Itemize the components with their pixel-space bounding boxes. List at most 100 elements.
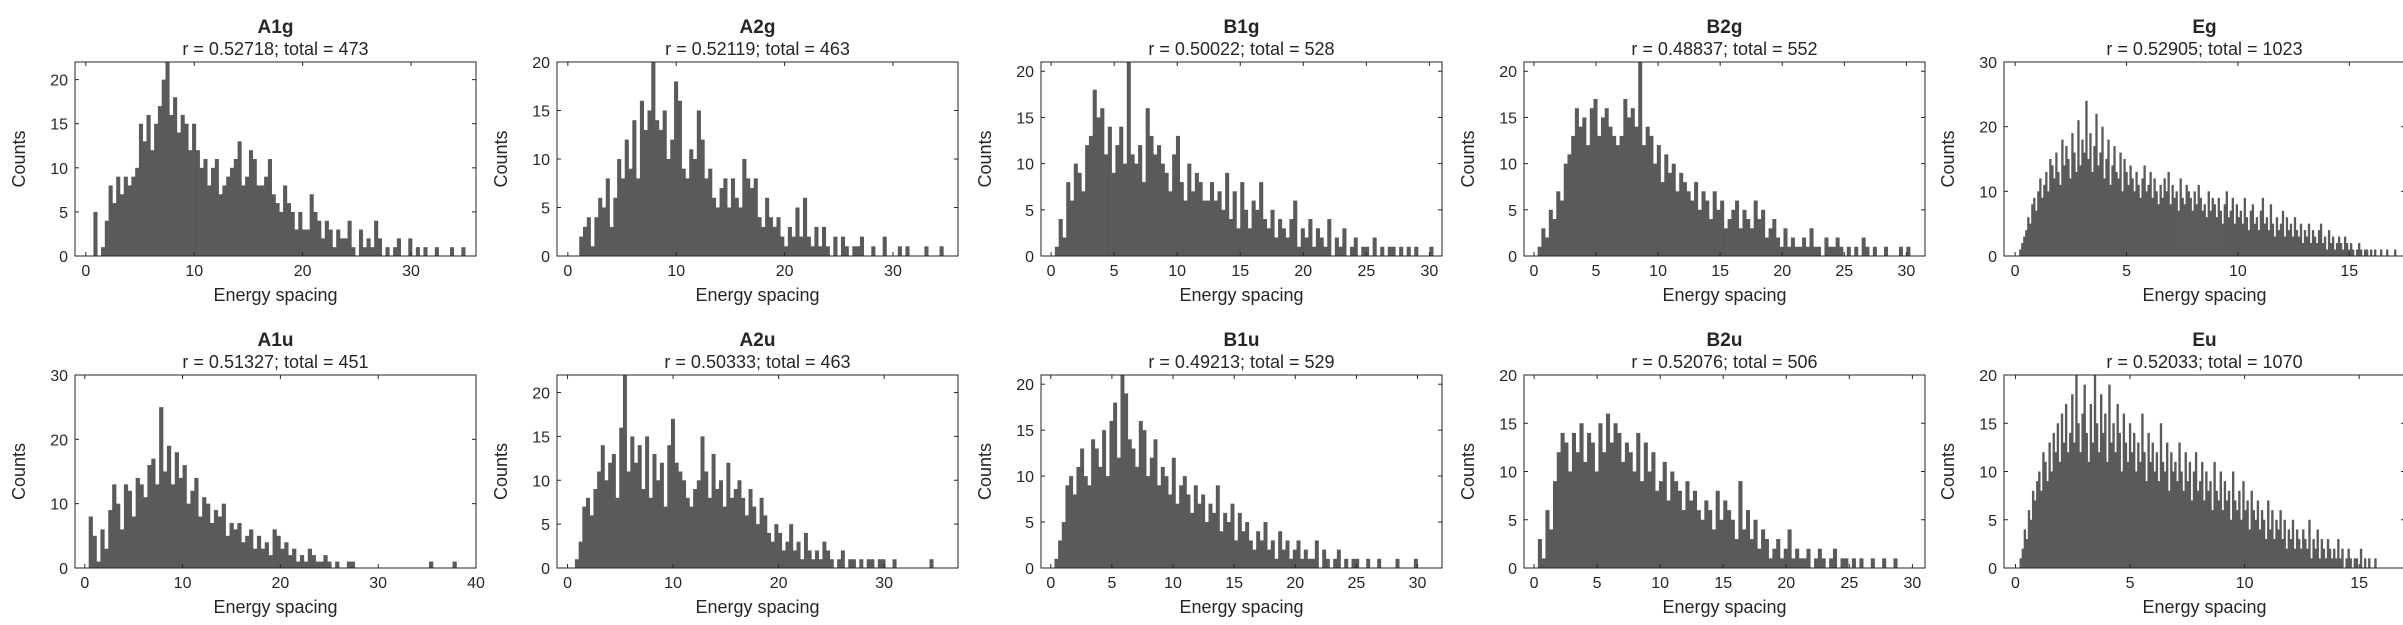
histogram-bar: [1213, 200, 1218, 256]
histogram-bar: [2349, 243, 2353, 256]
x-axis-label: Energy spacing: [1662, 285, 1786, 305]
y-axis-label: Counts: [1458, 130, 1478, 187]
histogram-bar: [292, 548, 297, 568]
histogram-bar: [218, 194, 223, 256]
histogram-bar: [199, 167, 204, 256]
histogram-bar: [1829, 558, 1834, 568]
axes-box: [2003, 61, 2403, 257]
histogram-bar: [245, 535, 250, 568]
histogram-bar: [1590, 442, 1595, 568]
histogram-bar: [1223, 512, 1228, 568]
histogram-bar: [1105, 476, 1110, 568]
histogram-bar: [2091, 442, 2095, 568]
histogram-bar: [753, 178, 758, 256]
histogram-bar: [461, 247, 466, 256]
histogram-bar: [2251, 204, 2255, 256]
x-axis-label: Energy spacing: [2142, 285, 2266, 305]
x-tick-label: 5: [1593, 575, 1602, 592]
histogram-bar: [730, 178, 736, 256]
histogram-bar: [1058, 540, 1063, 568]
y-tick-label: 5: [1508, 203, 1517, 220]
histogram-bar: [715, 207, 720, 256]
histogram-bar: [138, 123, 144, 256]
histogram-bar: [366, 238, 371, 256]
histogram-bar: [1183, 200, 1188, 256]
histogram-bar: [1259, 182, 1264, 256]
histogram-bar: [1802, 558, 1807, 568]
histogram-bar: [696, 480, 701, 568]
histogram-bar: [1779, 246, 1784, 256]
histogram-bar: [1666, 500, 1671, 568]
histogram-bar: [135, 167, 140, 256]
y-tick-label: 0: [1025, 249, 1034, 266]
histogram-bar: [2188, 461, 2192, 568]
histogram-bar: [800, 559, 805, 568]
histogram-bar: [2101, 126, 2104, 256]
histogram-bar: [2316, 529, 2319, 568]
histogram-bar: [1660, 182, 1665, 256]
histogram-bar: [2249, 210, 2253, 256]
histogram-bar: [2341, 548, 2344, 568]
histogram-bar: [2079, 452, 2082, 568]
histogram-bar: [1179, 485, 1184, 568]
histogram-bar: [1689, 500, 1694, 568]
histogram-bar: [715, 489, 720, 568]
histogram-bar: [2374, 249, 2377, 256]
histogram-bar: [2247, 230, 2251, 256]
x-tick-label: 20: [1286, 575, 1304, 592]
x-tick-label: 30: [1897, 263, 1915, 280]
histogram-bar: [2130, 452, 2134, 568]
panel-title: A1g: [258, 17, 294, 38]
histogram-bar: [2238, 490, 2241, 568]
histogram-bar: [840, 550, 845, 568]
histogram-bar: [2155, 452, 2159, 568]
histogram-bar: [2368, 558, 2371, 568]
histogram-bar: [2320, 539, 2324, 568]
histogram-bar: [2221, 510, 2225, 568]
histogram-bar: [1753, 200, 1758, 256]
histogram-bar: [2235, 204, 2238, 256]
histogram-bar: [2153, 178, 2156, 256]
histogram-bar: [1157, 485, 1162, 568]
histogram-bar: [626, 471, 631, 568]
histogram-bar: [586, 217, 591, 256]
histogram-bar: [1679, 172, 1684, 256]
histogram-bar: [1413, 558, 1418, 568]
histogram-bar: [2110, 442, 2113, 568]
histogram-bar: [1237, 512, 1242, 568]
histogram-bar: [2040, 490, 2043, 568]
x-tick-label: 30: [884, 263, 902, 280]
histogram-bar: [2166, 442, 2169, 568]
histogram-bar: [2275, 519, 2278, 568]
histogram-bar: [2363, 558, 2367, 568]
histogram-bar: [1545, 237, 1550, 256]
histogram-bar: [2056, 423, 2060, 568]
histogram-bar: [1716, 209, 1721, 256]
histogram-bar: [108, 185, 113, 256]
histogram-bar: [615, 497, 620, 568]
histogram-bar: [1113, 402, 1118, 568]
histogram-bar: [1212, 512, 1217, 568]
histogram-bar: [2186, 481, 2189, 568]
histogram-bar: [1300, 228, 1305, 256]
y-tick-label: 10: [532, 473, 550, 490]
histogram-bar: [1304, 237, 1309, 256]
histogram-bar: [2231, 197, 2234, 256]
histogram-bar: [1198, 182, 1203, 256]
histogram-bar: [2227, 217, 2230, 256]
histogram-bar: [2060, 413, 2064, 568]
histogram-bar: [319, 561, 324, 568]
histogram-bar: [296, 561, 301, 568]
histogram-bar: [2380, 249, 2383, 256]
x-tick-label: 25: [1840, 575, 1858, 592]
histogram-bar: [2191, 210, 2194, 256]
histogram-bar: [2108, 384, 2111, 568]
x-tick-label: 10: [1164, 575, 1182, 592]
histogram-bar: [2225, 191, 2228, 256]
histogram-bar: [1315, 228, 1320, 256]
histogram-bar: [279, 211, 284, 256]
histogram-bar: [1217, 191, 1222, 256]
